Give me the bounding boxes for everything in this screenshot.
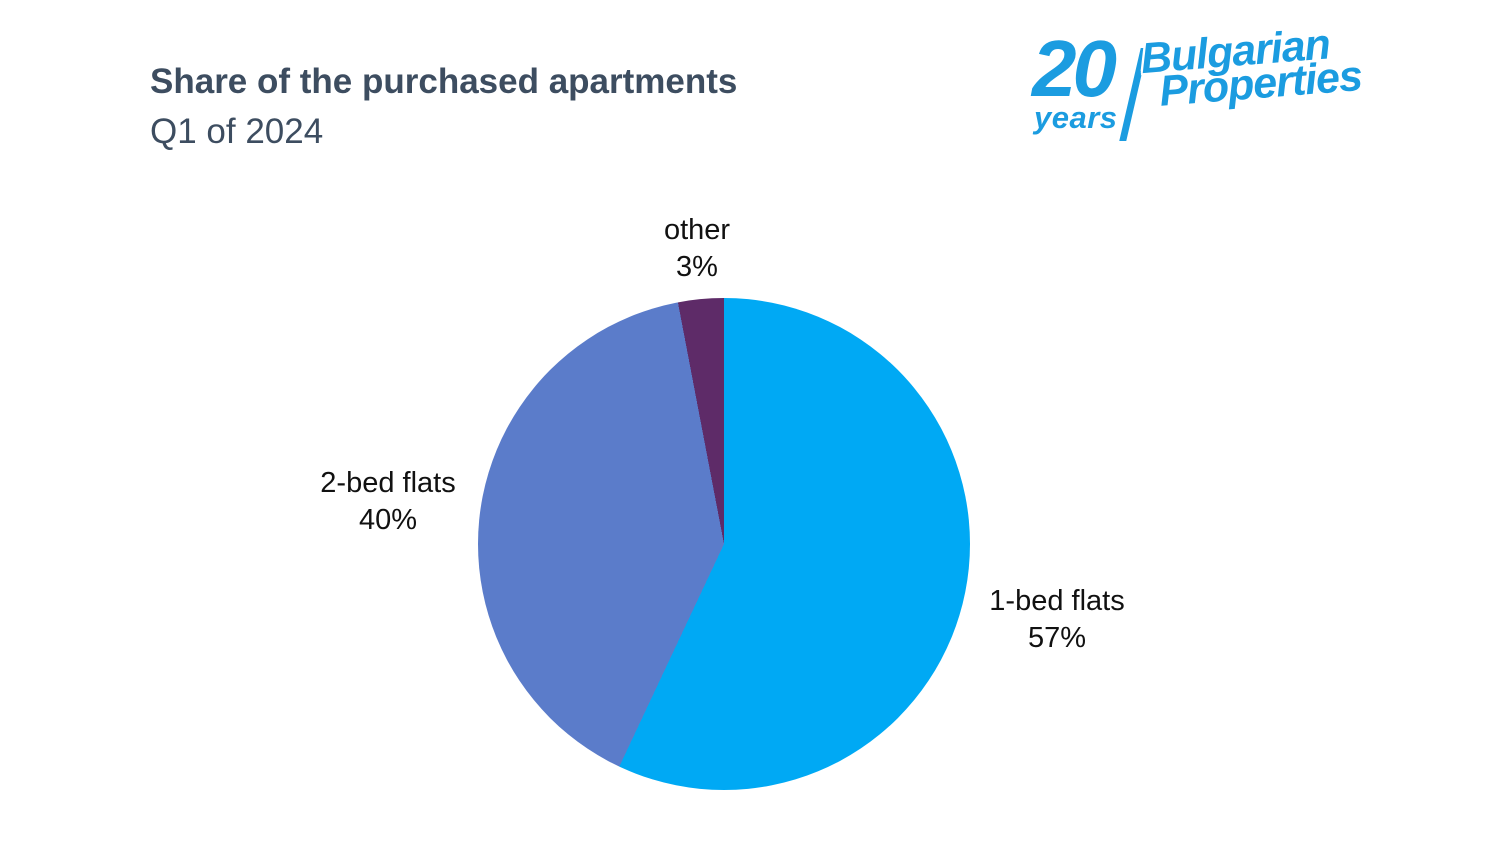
pie-label-other-name: other xyxy=(663,214,731,246)
logo-20-number: 20 xyxy=(1032,24,1117,113)
logo-brand-line2: Properties xyxy=(1157,51,1364,116)
pie-label-2bed-name: 2-bed flats xyxy=(320,467,456,499)
chart-subtitle: Q1 of 2024 xyxy=(150,112,324,151)
pie-label-2bed-pct: 40% xyxy=(358,504,418,536)
pie-label-1bed-flats: 1-bed flats 57% xyxy=(989,583,1124,657)
pie-label-1bed-name: 1-bed flats xyxy=(989,585,1125,617)
pie-label-2bed-flats: 2-bed flats 40% xyxy=(320,465,455,539)
pie-label-other: other 3% xyxy=(664,212,730,286)
pie-label-1bed-pct: 57% xyxy=(1027,622,1087,654)
logo-brand-text: Bulgarian Properties xyxy=(1139,20,1364,116)
pie-chart xyxy=(478,298,970,790)
logo-years-label: years xyxy=(1034,100,1118,135)
brand-logo: 20 years Bulgarian Properties xyxy=(1032,20,1392,150)
chart-title: Share of the purchased apartments xyxy=(150,62,738,101)
pie-label-other-pct: 3% xyxy=(676,251,718,283)
chart-header: Share of the purchased apartments Q1 of … xyxy=(150,57,737,157)
